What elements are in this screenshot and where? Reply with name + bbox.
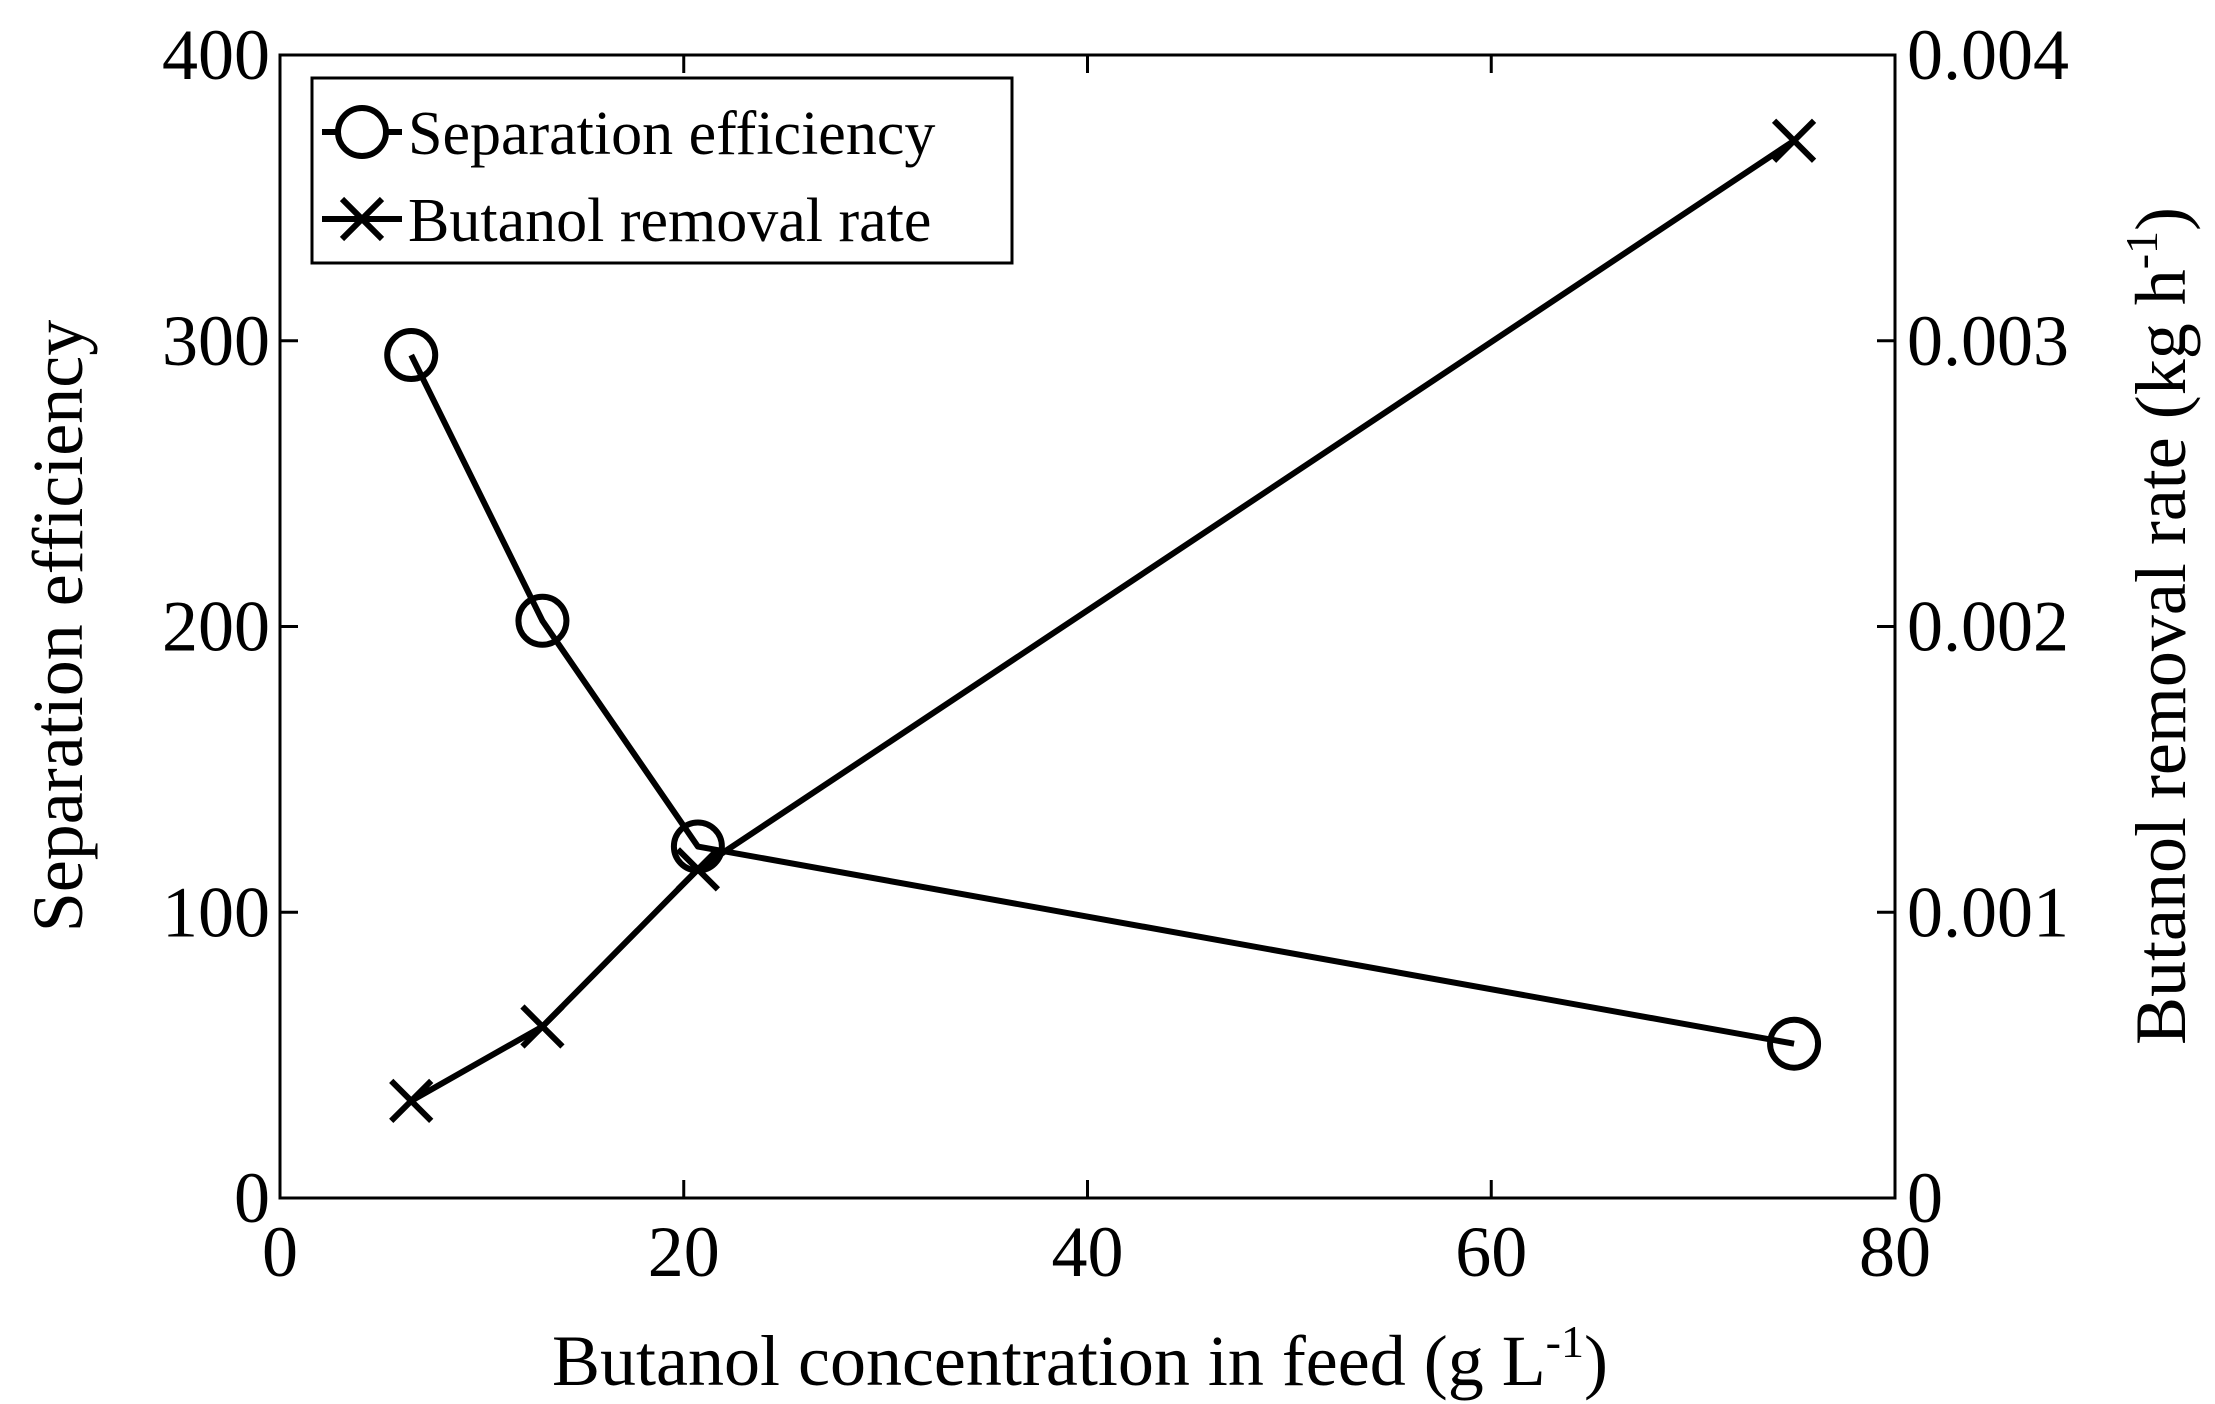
y-right-tick-label: 0.004 [1907, 15, 2069, 95]
x-tick-label: 20 [648, 1212, 720, 1292]
y-right-tick-label: 0 [1907, 1158, 1943, 1238]
x-tick-label: 60 [1455, 1212, 1527, 1292]
data-point-separation-efficiency [515, 593, 570, 648]
x-axis-title: Butanol concentration in feed (g L-1) [552, 1316, 1608, 1401]
x-tick-label: 40 [1052, 1212, 1124, 1292]
y-left-tick-label: 200 [162, 587, 270, 667]
legend-marker-circle [335, 105, 389, 159]
x-tick-label: 0 [262, 1212, 298, 1292]
y-right-tick-label: 0.003 [1907, 301, 2069, 381]
y-axis-left-title: Separation efficiency [18, 320, 98, 932]
y-right-tick-label: 0.001 [1907, 872, 2069, 952]
series-layer [384, 118, 1822, 1123]
data-point-butanol-removal-rate [389, 1078, 434, 1123]
legend-label-separation-efficiency: Separation efficiency [408, 100, 935, 168]
ticks-layer: 0 20 40 60 80010020030040000.0010.0020.0030.… [162, 15, 2069, 1292]
y-right-tick-label: 0.002 [1907, 587, 2069, 667]
legend-marker-x [339, 196, 385, 242]
x-tick-label: 80 [1859, 1212, 1931, 1292]
legend: Separation efficiency Butanol removal ra… [310, 76, 1014, 265]
y-left-tick-label: 0 [234, 1158, 270, 1238]
legend-label-butanol-removal-rate: Butanol removal rate [408, 187, 931, 255]
series-line-separation-efficiency [408, 353, 1795, 1047]
series-line-butanol-removal-rate [409, 138, 1796, 1104]
data-point-butanol-removal-rate [1771, 118, 1817, 163]
y-axis-right-title: Butanol removal rate (kg h-1) [2116, 207, 2201, 1045]
y-left-tick-label: 300 [162, 301, 270, 381]
data-point-separation-efficiency [384, 328, 439, 383]
legend-box [310, 76, 1014, 265]
y-left-tick-label: 100 [162, 872, 270, 952]
data-point-butanol-removal-rate [520, 1004, 565, 1049]
data-point-separation-efficiency [1767, 1016, 1822, 1071]
data-point-butanol-removal-rate [675, 847, 721, 892]
y-left-tick-label: 400 [162, 15, 270, 95]
